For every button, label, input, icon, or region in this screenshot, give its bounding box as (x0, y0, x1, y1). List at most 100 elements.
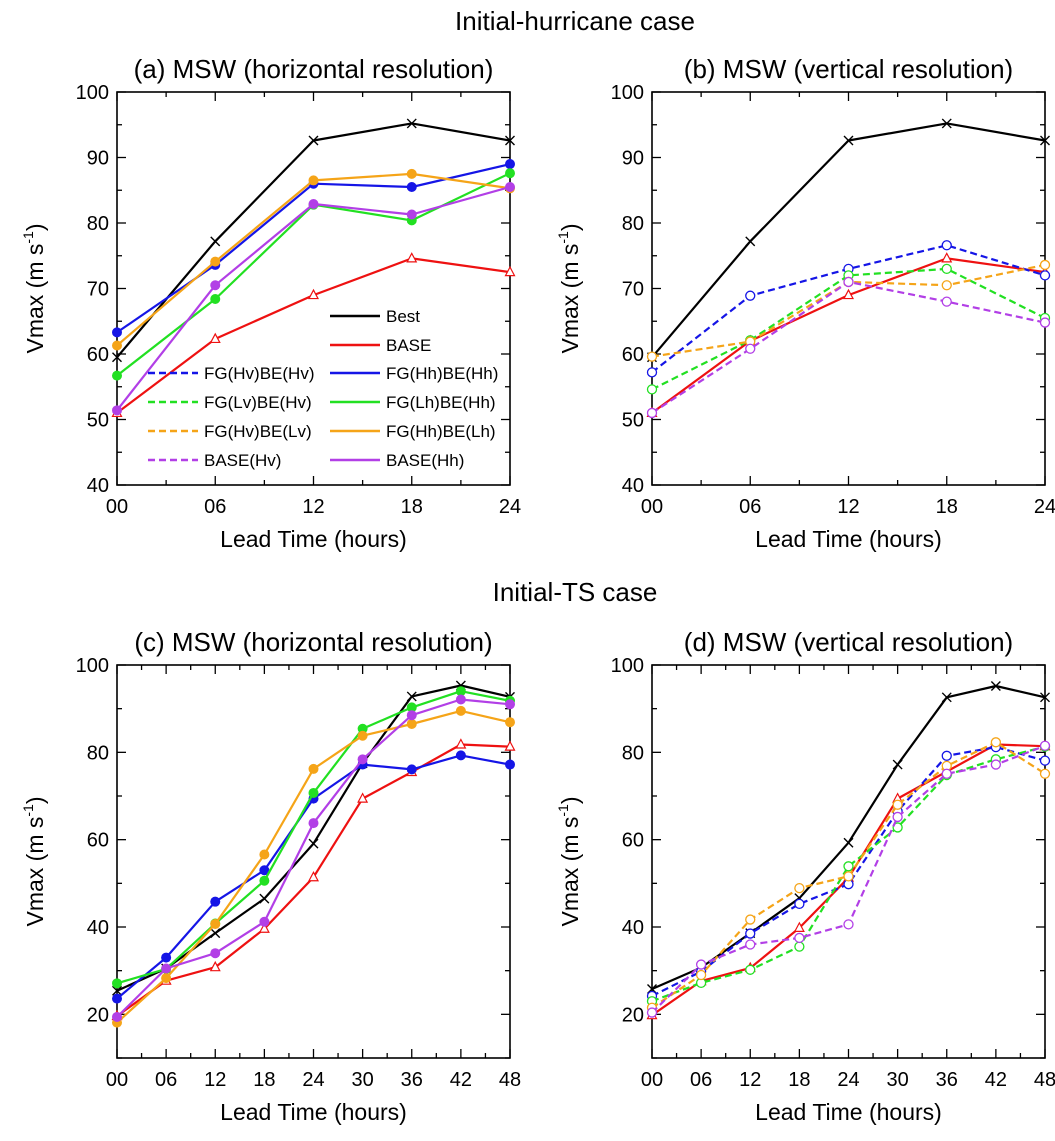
data-point (843, 288, 854, 300)
y-tick-label: 50 (87, 410, 109, 432)
data-point (406, 691, 417, 702)
data-point (357, 754, 368, 765)
data-point (258, 922, 270, 933)
legend-entry: BASE(Hv) (148, 451, 281, 470)
data-point (892, 822, 903, 833)
data-point (455, 705, 466, 716)
data-point (941, 240, 952, 251)
data-point (161, 973, 172, 984)
series (647, 680, 1050, 995)
data-point (504, 265, 516, 277)
x-axis-label: Lead Time (hours) (220, 1099, 407, 1125)
data-point (505, 168, 515, 179)
data-point (112, 985, 122, 996)
data-point (308, 838, 319, 849)
x-tick-label: 24 (499, 496, 521, 518)
y-tick-label: 80 (87, 213, 109, 235)
data-point (357, 730, 368, 741)
data-point (406, 718, 417, 729)
data-point (308, 175, 319, 186)
chart-title: (a) MSW (horizontal resolution) (134, 54, 494, 84)
x-tick-label: 30 (352, 1069, 374, 1091)
series-line (116, 698, 511, 1018)
legend-label: FG(Hv)BE(Lv) (204, 422, 312, 441)
series-line (651, 741, 1046, 1009)
x-tick-label: 06 (690, 1069, 712, 1091)
x-tick-label: 36 (936, 1069, 958, 1091)
data-point (308, 870, 319, 882)
plot-frame (116, 664, 511, 1059)
data-point (745, 914, 756, 925)
legend-entry: FG(Hv)BE(Hv) (148, 364, 314, 383)
x-tick-label: 24 (837, 1069, 859, 1091)
y-axis-label: Vmax (m s-1) (20, 796, 48, 926)
x-tick-label: 42 (450, 1069, 472, 1091)
data-point (210, 280, 221, 291)
data-point (455, 686, 466, 697)
data-point (455, 750, 466, 761)
data-point (843, 837, 854, 848)
data-point (745, 964, 756, 975)
series (112, 181, 515, 416)
data-point (1039, 270, 1051, 281)
legend-entry: FG(Lv)BE(Hv) (148, 393, 312, 412)
data-point (892, 759, 903, 770)
y-tick-label: 60 (622, 344, 644, 366)
legend-entry: BASE(Hh) (330, 451, 464, 470)
x-tick-label: 00 (106, 1069, 128, 1091)
x-tick-label: 18 (253, 1069, 275, 1091)
legend-label: BASE(Hv) (204, 451, 281, 470)
data-point (259, 865, 270, 876)
y-axis-label: Vmax (m s-1) (555, 223, 583, 353)
data-point (259, 916, 270, 927)
series-line (116, 690, 511, 985)
x-tick-label: 18 (401, 496, 423, 518)
data-point (308, 818, 319, 829)
data-point (990, 737, 1002, 748)
data-point (209, 960, 221, 972)
y-axis-label: Vmax (m s-1) (555, 796, 583, 926)
x-tick-label: 06 (155, 1069, 177, 1091)
x-tick-label: 06 (739, 496, 761, 518)
chart-panel: 40 50 60 70 80 90 100 00 06 12 18 24 (a) MSW (horizo… (20, 54, 521, 552)
data-point (745, 939, 756, 950)
x-axis-label: Lead Time (hours) (220, 526, 407, 552)
series (646, 276, 1051, 419)
data-point (259, 893, 270, 904)
data-point (1039, 259, 1051, 271)
x-tick-label: 48 (1034, 1069, 1055, 1091)
data-point (455, 694, 466, 705)
chart-panel: 40 50 60 70 80 90 100 00 06 12 18 24 (b) MSW (vertic… (555, 54, 1055, 552)
x-tick-label: 00 (641, 1069, 663, 1091)
data-point (210, 948, 221, 959)
legend-label: FG(Hv)BE(Hv) (204, 364, 314, 383)
data-point (794, 882, 805, 894)
data-point (793, 921, 805, 932)
data-point (745, 290, 756, 301)
series (646, 740, 1051, 1018)
data-point (505, 759, 515, 770)
legend-label: FG(Hh)BE(Lh) (386, 422, 496, 441)
data-point (843, 871, 854, 882)
data-point (406, 181, 417, 192)
data-point (941, 280, 952, 291)
data-point (745, 928, 756, 939)
y-tick-label: 100 (76, 655, 109, 677)
chart-panels: 40 50 60 70 80 90 100 00 06 12 18 24 (a) MSW (horizo… (20, 54, 1055, 1125)
x-tick-label: 30 (887, 1069, 909, 1091)
data-point (112, 405, 122, 416)
data-point (941, 252, 953, 263)
y-tick-label: 100 (611, 655, 644, 677)
y-tick-label: 60 (622, 830, 644, 852)
data-point (941, 296, 952, 307)
data-point (695, 959, 707, 970)
x-tick-label: 24 (1034, 496, 1055, 518)
data-point (646, 407, 658, 419)
legend-entry: FG(Lh)BE(Hh) (330, 393, 496, 412)
data-point (1040, 135, 1050, 146)
series (112, 118, 515, 363)
chart-title: (c) MSW (horizontal resolution) (134, 627, 492, 657)
data-point (990, 680, 1001, 691)
series (112, 680, 515, 996)
y-tick-label: 90 (622, 148, 644, 170)
